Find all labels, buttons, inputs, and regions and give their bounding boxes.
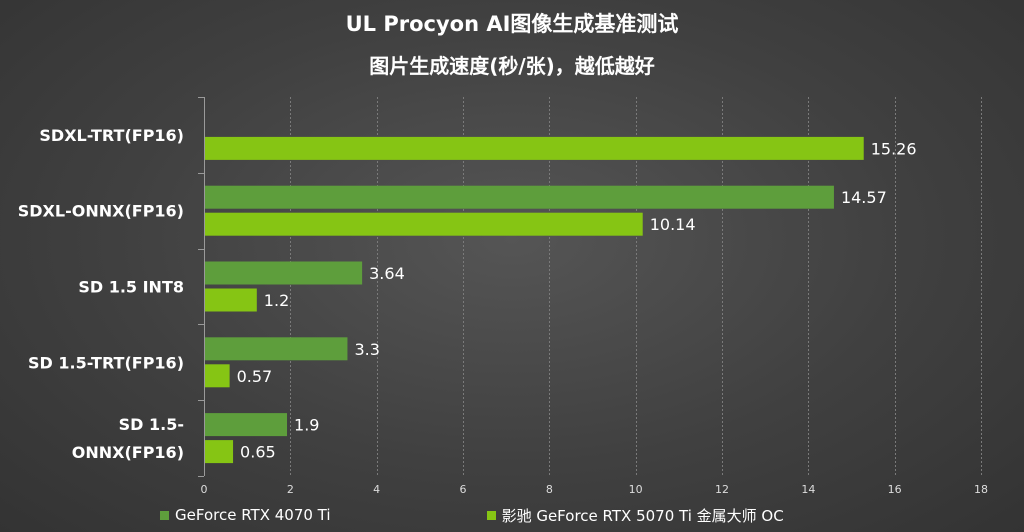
data-label: 10.14 <box>650 215 696 234</box>
legend-item-series-2: 影驰 GeForce RTX 5070 Ti 金属大师 OC <box>486 505 784 526</box>
bar-series-2 <box>205 288 257 312</box>
x-tick-label: 2 <box>287 483 294 496</box>
x-tick-label: 0 <box>201 483 208 496</box>
x-tick-label: 16 <box>888 483 902 496</box>
gridlines <box>198 97 982 477</box>
category-label-line: SDXL-TRT(FP16) <box>39 126 184 145</box>
data-label: 0.57 <box>237 367 273 386</box>
x-tick-label: 12 <box>715 483 729 496</box>
x-tick-label: 4 <box>373 483 380 496</box>
bars <box>205 136 864 464</box>
data-label: 3.64 <box>369 264 405 283</box>
chart-title: UL Procyon AI图像生成基准测试 <box>345 12 679 36</box>
legend-label-series-1: GeForce RTX 4070 Ti <box>175 506 331 524</box>
chart-subtitle: 图片生成速度(秒/张)，越低越好 <box>369 54 655 78</box>
category-label: SD 1.5-TRT(FP16) <box>28 353 184 372</box>
bar-series-1 <box>205 337 348 361</box>
x-tick-label: 6 <box>460 483 467 496</box>
legend-swatch-series-1 <box>160 510 169 520</box>
category-label-line: SD 1.5- <box>119 415 184 434</box>
data-label: 1.2 <box>264 291 289 310</box>
labels: 0 2 4 6 8 10 12 14 16 18 15.26 SDXL-TRT(FP16) 14.57 1… <box>18 126 988 496</box>
legend-swatch-series-2 <box>486 510 496 520</box>
x-tick-label: 10 <box>629 483 643 496</box>
bar-series-2 <box>205 440 234 464</box>
data-label: 3.3 <box>354 340 379 359</box>
bar-series-2 <box>205 136 864 160</box>
category-label-line: SD 1.5-TRT(FP16) <box>28 353 184 372</box>
bar-series-1 <box>205 261 363 285</box>
bar-series-1 <box>205 413 288 437</box>
legend-label-series-2: 影驰 GeForce RTX 5070 Ti 金属大师 OC <box>501 506 784 525</box>
category-label: SD 1.5- ONNX(FP16) <box>72 415 184 462</box>
bar-series-1 <box>205 185 834 209</box>
data-label: 14.57 <box>841 188 887 207</box>
data-label: 15.26 <box>871 139 917 158</box>
legend: GeForce RTX 4070 Ti 影驰 GeForce RTX 5070 … <box>160 503 940 527</box>
bar-series-2 <box>205 364 230 388</box>
x-tick-label: 18 <box>974 483 988 496</box>
bar-series-2 <box>205 212 643 236</box>
legend-item-series-1: GeForce RTX 4070 Ti <box>160 506 331 524</box>
x-tick-label: 14 <box>801 483 815 496</box>
category-label: SD 1.5 INT8 <box>78 278 184 297</box>
category-label-line: SDXL-ONNX(FP16) <box>18 202 184 221</box>
x-tick-label: 8 <box>546 483 553 496</box>
data-label: 0.65 <box>240 443 276 462</box>
category-label-line: SD 1.5 INT8 <box>78 278 184 297</box>
data-label: 1.9 <box>294 416 319 435</box>
category-label: SDXL-ONNX(FP16) <box>18 202 184 221</box>
category-label: SDXL-TRT(FP16) <box>39 126 184 145</box>
category-label-line: ONNX(FP16) <box>72 443 184 462</box>
